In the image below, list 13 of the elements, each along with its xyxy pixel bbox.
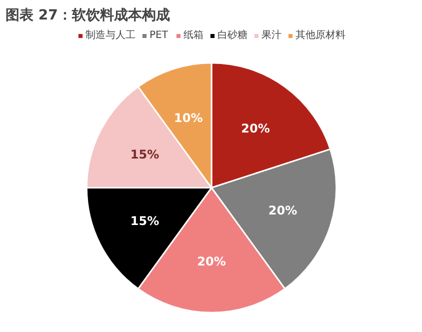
legend-label: 其他原材料 [296,28,346,42]
legend-label: 制造与人工 [86,28,136,42]
legend-label: 纸箱 [184,29,204,42]
data-label: 15% [130,147,160,162]
data-label: 15% [130,214,160,228]
data-label: 10% [174,110,203,125]
chart-title: 图表 27：软饮料成本构成 [6,8,170,24]
legend-label: 果汁 [262,28,282,42]
data-label: 20% [268,203,298,218]
legend-label: PET [150,30,169,40]
legend-label: 白砂糖 [218,28,248,42]
data-label: 20% [241,121,270,136]
data-label: 20% [197,254,226,268]
